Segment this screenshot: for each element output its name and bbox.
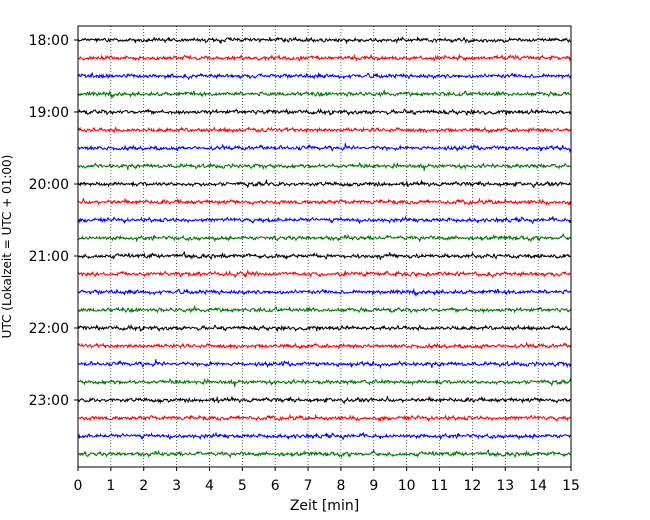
trace-line-2015 — [77, 197, 572, 206]
trace-line-2330 — [77, 431, 572, 441]
seismic-traces — [77, 36, 572, 459]
trace-line-1845 — [77, 88, 572, 100]
x-tick-label: 11 — [431, 478, 449, 494]
trace-line-2200 — [77, 323, 572, 333]
y-tick-label: 22:00 — [29, 321, 69, 337]
y-tick-label: 23:00 — [29, 393, 69, 409]
trace-line-2230 — [77, 359, 572, 370]
trace-line-2145 — [77, 304, 572, 314]
x-axis-label: Zeit [min] — [290, 498, 359, 514]
trace-line-2130 — [77, 287, 572, 298]
y-tick-label: 21:00 — [29, 249, 69, 265]
trace-line-2100 — [77, 251, 572, 261]
x-tick-label: 7 — [304, 478, 313, 494]
x-tick-label: 10 — [398, 478, 416, 494]
trace-line-2045 — [77, 233, 572, 243]
x-tick-label: 5 — [238, 478, 247, 494]
y-tick-label: 18:00 — [29, 33, 69, 49]
trace-line-1930 — [77, 143, 572, 154]
x-tick-label: 2 — [139, 478, 148, 494]
x-axis-ticks: 0 1 2 3 4 5 6 7 8 9 10 11 12 13 14 15 — [74, 467, 580, 494]
x-tick-label: 8 — [336, 478, 345, 494]
trace-line-2300 — [77, 395, 572, 405]
trace-line-1900 — [77, 107, 572, 117]
trace-line-2115 — [77, 268, 572, 279]
trace-line-2000 — [77, 179, 572, 189]
trace-line-2315 — [77, 413, 572, 422]
x-tick-label: 3 — [172, 478, 181, 494]
trace-line-1815 — [77, 53, 572, 63]
trace-line-2030 — [77, 215, 572, 225]
trace-line-1945 — [77, 161, 572, 172]
trace-line-2215 — [77, 341, 572, 350]
trace-line-1800 — [77, 36, 572, 45]
x-tick-label: 14 — [529, 478, 547, 494]
trace-line-1915 — [77, 126, 572, 134]
trace-line-1830 — [77, 71, 572, 81]
y-axis-label: UTC (Lokalzeit = UTC + 01:00) — [0, 155, 14, 339]
plot-frame — [77, 25, 572, 468]
x-tick-label: 15 — [562, 478, 580, 494]
trace-line-2245 — [77, 377, 572, 388]
x-tick-label: 1 — [106, 478, 115, 494]
x-tick-label: 4 — [205, 478, 214, 494]
y-tick-label: 20:00 — [29, 177, 69, 193]
y-axis-ticks: 18:00 19:00 20:00 21:00 22:00 23:00 — [29, 33, 78, 409]
x-tick-label: 13 — [496, 478, 514, 494]
x-tick-label: 12 — [463, 478, 481, 494]
x-tick-label: 0 — [74, 478, 83, 494]
x-tick-label: 9 — [369, 478, 378, 494]
x-tick-label: 6 — [271, 478, 280, 494]
y-tick-label: 19:00 — [29, 105, 69, 121]
trace-line-2345 — [77, 449, 572, 459]
